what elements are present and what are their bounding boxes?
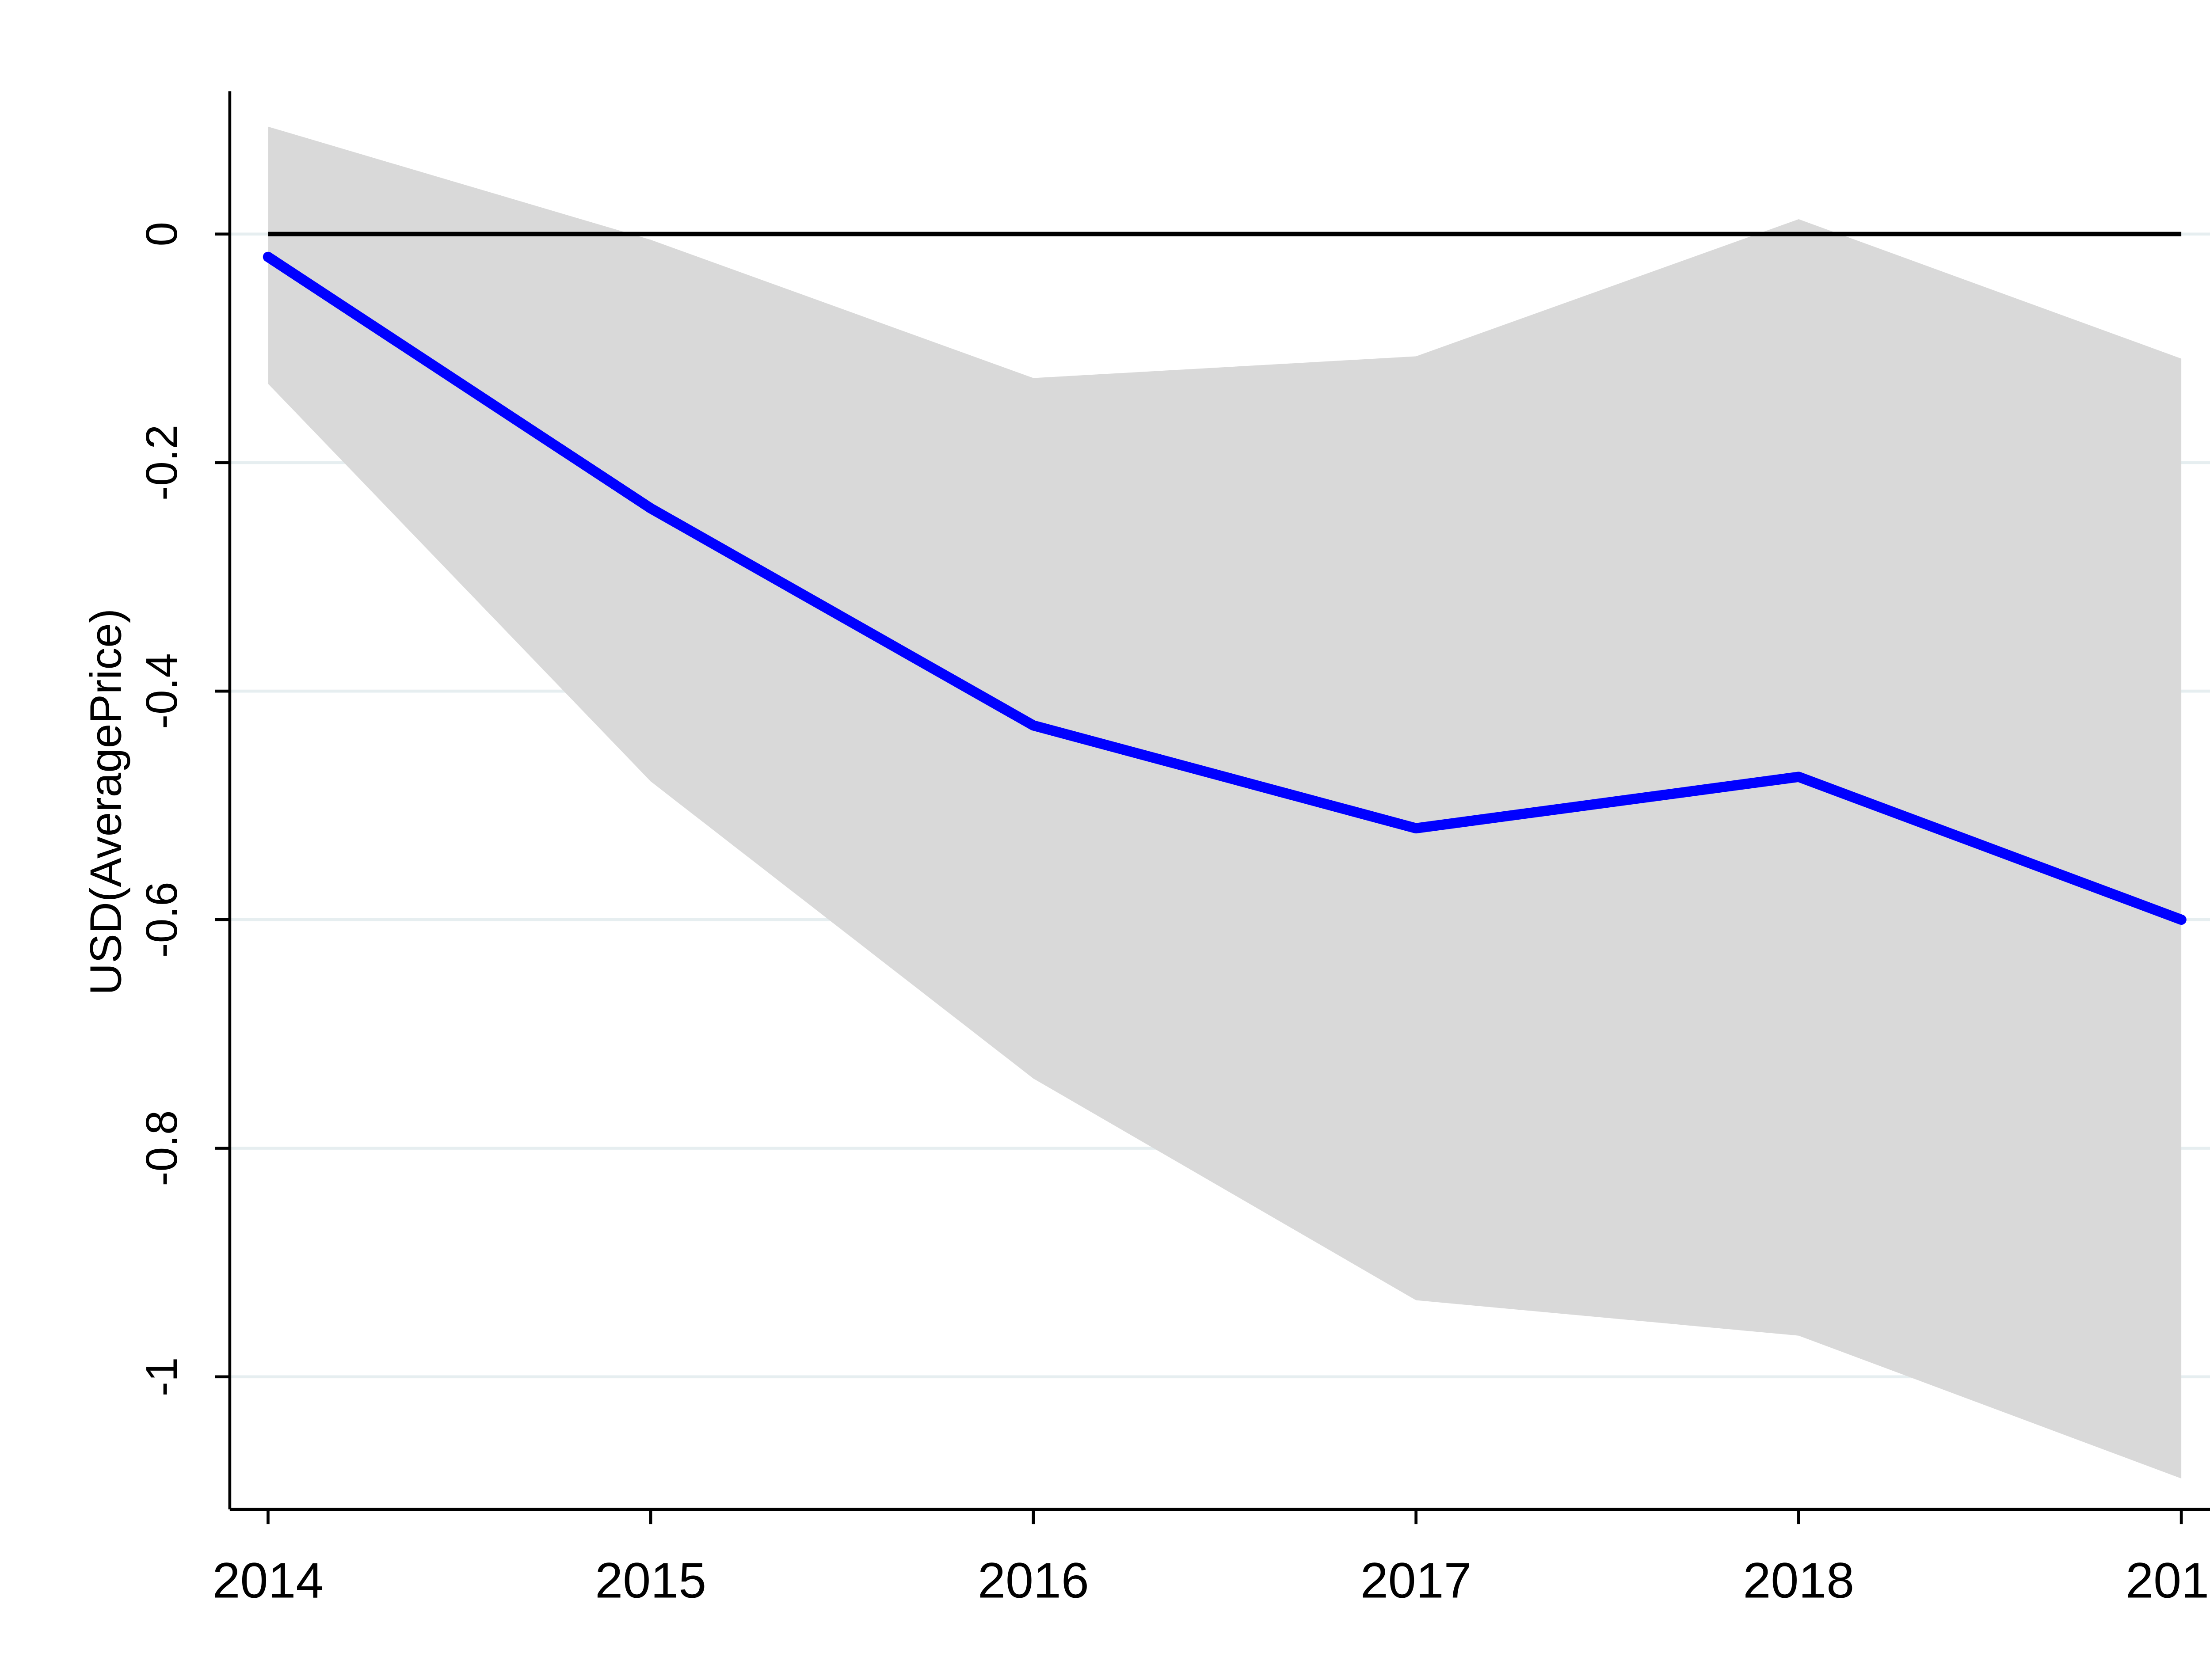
x-tick-label: 2014 [213,1553,324,1608]
y-tick-label: -0.6 [137,882,187,958]
x-tick-label: 2019 [2126,1553,2210,1608]
x-tick-label: 2015 [595,1553,706,1608]
x-tick-label: 2016 [978,1553,1089,1608]
x-tick-label: 2018 [1743,1553,1854,1608]
y-tick-label: -0.8 [137,1110,187,1186]
y-axis-label: USD(AveragePrice) [82,608,131,995]
x-tick-label: 2017 [1360,1553,1472,1608]
y-tick-label: 0 [137,222,187,247]
y-tick-label: -0.4 [137,653,187,729]
line [263,251,2187,925]
y-tick-label: -0.2 [137,425,187,501]
confidence-band [268,126,2182,1479]
y-tick-label: -1 [137,1357,187,1396]
